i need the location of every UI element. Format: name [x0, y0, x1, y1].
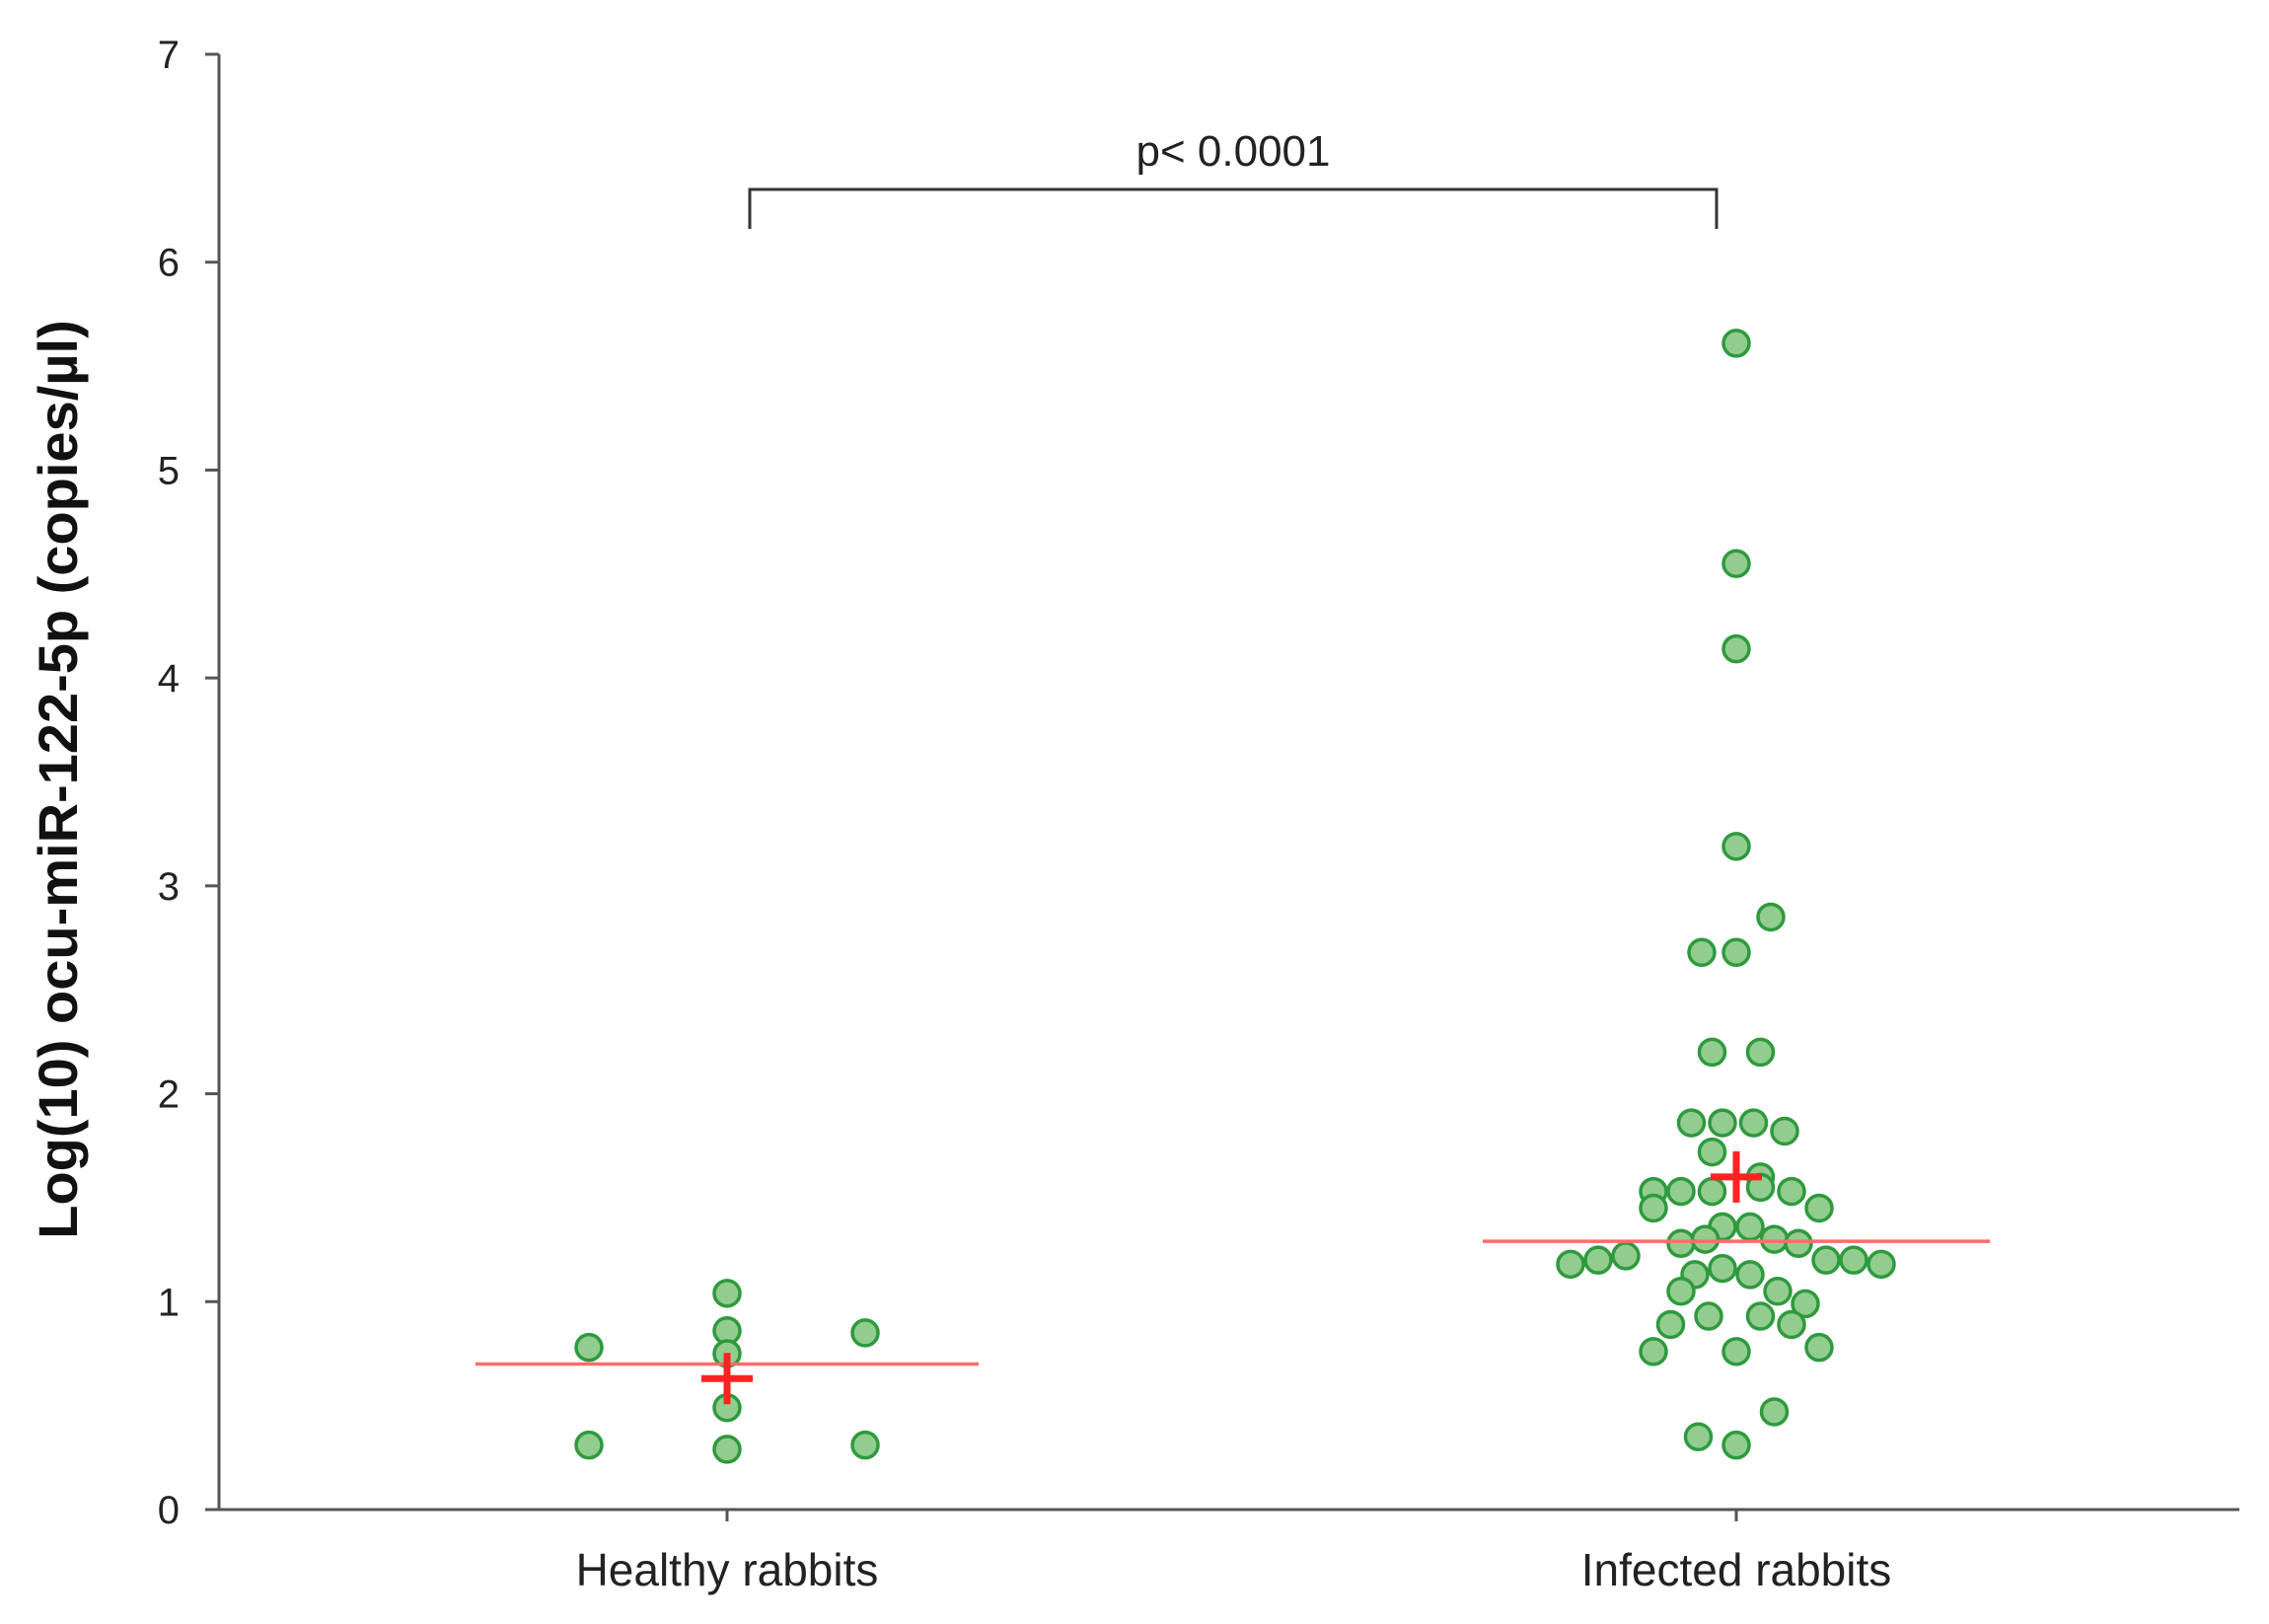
y-tick-label: 3: [158, 865, 180, 909]
y-tick-label: 5: [158, 449, 180, 492]
bracket-line: [748, 187, 1719, 229]
y-tick-label: 0: [158, 1489, 180, 1532]
data-point: [1763, 1277, 1793, 1306]
data-point: [1583, 1245, 1613, 1275]
data-point: [1683, 1422, 1714, 1451]
data-point: [1738, 1108, 1769, 1138]
data-point: [712, 1279, 742, 1308]
data-point: [1770, 1116, 1799, 1146]
data-point: [1804, 1332, 1834, 1363]
data-point: [1687, 937, 1717, 968]
data-point: [1721, 1430, 1751, 1460]
y-axis-ticks: 0 1 2 3 4 5 6 7: [158, 34, 219, 1532]
data-point: [850, 1318, 880, 1348]
data-point: [574, 1332, 604, 1363]
data-point: [1784, 1228, 1813, 1259]
data-point: [1721, 633, 1751, 664]
data-point: [1666, 1176, 1696, 1207]
data-point: [1721, 329, 1751, 358]
data-point: [1721, 1337, 1751, 1366]
y-tick-label: 1: [158, 1281, 180, 1324]
data-point: [1804, 1193, 1834, 1223]
data-point: [1708, 1253, 1737, 1284]
p-value-label: p< 0.0001: [1136, 127, 1331, 176]
data-point: [1777, 1176, 1806, 1207]
data-point: [1690, 1224, 1720, 1254]
data-point: [1666, 1277, 1696, 1306]
data-point: [1639, 1337, 1668, 1366]
group-healthy-rabbits: Healthy rabbits: [476, 1279, 979, 1595]
data-point: [1721, 937, 1751, 968]
data-point: [712, 1435, 742, 1464]
data-point: [1721, 549, 1751, 578]
data-point: [1735, 1260, 1765, 1290]
data-point: [1759, 1224, 1790, 1254]
data-point: [1666, 1228, 1696, 1259]
data-point: [1756, 902, 1786, 932]
data-point: [1694, 1301, 1723, 1331]
y-tick-label: 2: [158, 1073, 180, 1117]
data-point: [1697, 1137, 1727, 1167]
data-point: [1791, 1289, 1820, 1319]
data-point: [1639, 1193, 1668, 1223]
data-point: [574, 1430, 604, 1460]
data-point: [850, 1430, 880, 1460]
group-infected-rabbits: Infected rabbits: [1483, 329, 1990, 1595]
data-point: [1839, 1245, 1868, 1275]
y-tick-label: 7: [158, 34, 180, 77]
data-point: [1735, 1212, 1765, 1242]
x-category-label: Infected rabbits: [1581, 1544, 1892, 1595]
data-point: [1697, 1176, 1727, 1207]
data-point: [1611, 1241, 1641, 1271]
data-point: [1777, 1309, 1806, 1340]
data-point: [1721, 832, 1751, 861]
data-groups: Healthy rabbits Infected rabbits: [476, 329, 1990, 1595]
data-point: [1811, 1245, 1841, 1275]
data-point: [1866, 1249, 1896, 1280]
data-point: [1745, 1037, 1776, 1068]
y-axis-label: Log(10) ocu-miR-122-5p (copies/µl): [27, 320, 89, 1239]
x-category-label: Healthy rabbits: [576, 1544, 879, 1595]
data-point: [1655, 1309, 1686, 1340]
y-tick-label: 6: [158, 242, 180, 285]
data-point: [1759, 1397, 1790, 1427]
data-point: [1676, 1108, 1707, 1138]
axes: [217, 54, 2239, 1512]
y-tick-label: 4: [158, 657, 180, 701]
data-point: [1708, 1108, 1737, 1138]
significance-bracket: p< 0.0001: [748, 127, 1719, 229]
data-point: [1745, 1301, 1776, 1331]
data-point: [1697, 1037, 1727, 1068]
data-point: [1556, 1249, 1585, 1280]
